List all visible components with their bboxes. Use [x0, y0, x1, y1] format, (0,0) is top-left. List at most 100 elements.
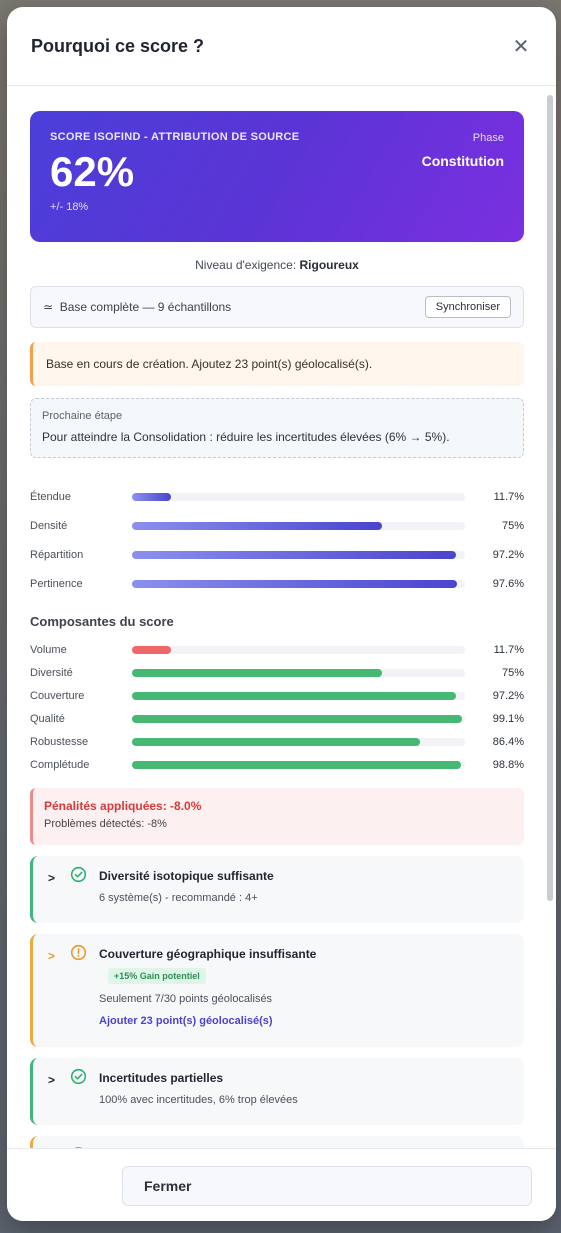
component-value: 11.7%: [493, 643, 524, 656]
metric-bar-track: [132, 492, 465, 501]
component-label: Robustesse: [30, 735, 89, 748]
components-list: Volume 11.7% Diversité 75% Couverture 97.2% Qu…: [30, 638, 524, 776]
issue-text: Seulement 7/30 points géolocalisés: [99, 993, 273, 1005]
requirement-level-value: Rigoureux: [299, 258, 359, 272]
modal-footer: Fermer: [7, 1148, 556, 1221]
penalty-box: Pénalités appliquées: -8.0% Problèmes dé…: [30, 788, 524, 845]
component-bar-track: [132, 668, 465, 677]
issue-text: 100% avec incertitudes, 6% trop élevées: [99, 1094, 298, 1106]
score-margin: +/- 18%: [50, 201, 89, 213]
close-icon[interactable]: ✕: [512, 35, 530, 58]
issue-card[interactable]: > Diversité isotopique suffisante 6 systèm…: [30, 856, 524, 923]
metric-value: 11.7%: [493, 490, 524, 503]
alert-circle-icon: [70, 1146, 87, 1148]
component-row: Volume 11.7%: [30, 638, 524, 661]
issues-list: > Diversité isotopique suffisante 6 systèm…: [30, 856, 524, 1148]
issue-card[interactable]: > Couverture géographique insuffisante +15…: [30, 934, 524, 1047]
metric-bar-track: [132, 579, 465, 588]
metric-value: 75%: [501, 519, 524, 532]
sync-box: ≃ Base complète — 9 échantillons Synchro…: [30, 286, 524, 328]
component-bar-fill: [132, 737, 420, 746]
metric-value: 97.2%: [492, 548, 524, 561]
component-label: Diversité: [30, 666, 73, 679]
check-circle-icon: [70, 866, 87, 883]
component-value: 86.4%: [492, 735, 524, 748]
issue-title: Incertitudes partielles: [99, 1071, 224, 1085]
metric-label: Pertinence: [30, 577, 83, 590]
metric-label: Densité: [30, 519, 68, 532]
next-step-title: Prochaine étape: [42, 410, 123, 422]
metric-label: Étendue: [30, 490, 71, 503]
component-bar-fill: [132, 691, 456, 700]
phase-value: Constitution: [421, 153, 504, 169]
scrollbar-thumb[interactable]: [547, 95, 553, 901]
component-bar-fill: [132, 760, 461, 769]
component-row: Robustesse 86.4%: [30, 730, 524, 753]
close-button[interactable]: Fermer: [122, 1166, 532, 1206]
metric-row: Pertinence 97.6%: [30, 569, 524, 598]
component-value: 75%: [501, 666, 524, 679]
next-step-box: Prochaine étape Pour atteindre la Consol…: [30, 398, 524, 458]
phase-block: Phase Constitution: [422, 132, 504, 169]
penalty-text: Problèmes détectés: -8%: [44, 818, 167, 830]
metrics-list: Étendue 11.7% Densité 75% Répartition 97.2% Pe…: [30, 482, 524, 598]
phase-label: Phase: [472, 132, 504, 144]
chevron-right-icon[interactable]: >: [48, 949, 56, 963]
component-label: Volume: [30, 643, 67, 656]
metric-row: Densité 75%: [30, 511, 524, 540]
component-bar-track: [132, 645, 465, 654]
chevron-right-icon[interactable]: >: [48, 871, 56, 885]
component-row: Diversité 75%: [30, 661, 524, 684]
component-bar-track: [132, 760, 465, 769]
component-bar-track: [132, 714, 465, 723]
components-title: Composantes du score: [30, 614, 174, 629]
component-row: Complétude 98.8%: [30, 753, 524, 776]
component-bar-track: [132, 737, 465, 746]
score-card: SCORE ISOFIND - ATTRIBUTION DE SOURCE 62…: [30, 111, 524, 242]
metric-bar-track: [132, 550, 465, 559]
penalty-title: Pénalités appliquées: -8.0%: [44, 799, 202, 813]
creation-warning: Base en cours de création. Ajoutez 23 po…: [30, 342, 524, 386]
metric-label: Répartition: [30, 548, 84, 561]
metric-bar-fill: [132, 492, 171, 501]
metric-row: Répartition 97.2%: [30, 540, 524, 569]
issue-text: 6 système(s) - recommandé : 4+: [99, 892, 258, 904]
next-step-text: Pour atteindre la Consolidation : réduir…: [42, 430, 450, 444]
metric-bar-fill: [132, 579, 457, 588]
issue-card[interactable]: >Aucun standard référencé+10% Gain poten…: [30, 1136, 524, 1148]
component-bar-fill: [132, 645, 171, 654]
sync-status-text: Base complète — 9 échantillons: [59, 300, 232, 314]
issue-card[interactable]: > Incertitudes partielles 100% avec incert…: [30, 1058, 524, 1125]
issue-action-link[interactable]: Ajouter 23 point(s) géolocalisé(s): [99, 1015, 273, 1027]
modal-header: Pourquoi ce score ? ✕: [7, 7, 556, 86]
component-value: 97.2%: [492, 689, 524, 702]
issue-title: Diversité isotopique suffisante: [99, 869, 274, 883]
component-label: Complétude: [30, 758, 90, 771]
score-explanation-modal: Pourquoi ce score ? ✕ SCORE ISOFIND - AT…: [7, 7, 556, 1221]
chevron-right-icon[interactable]: >: [48, 1073, 56, 1087]
metric-bar-fill: [132, 521, 382, 530]
modal-title: Pourquoi ce score ?: [31, 35, 205, 56]
component-label: Qualité: [30, 712, 65, 725]
requirement-level: Niveau d'exigence: Rigoureux: [30, 258, 524, 272]
component-value: 98.8%: [492, 758, 524, 771]
requirement-level-prefix: Niveau d'exigence:: [195, 258, 297, 272]
component-value: 99.1%: [492, 712, 524, 725]
component-row: Qualité 99.1%: [30, 707, 524, 730]
metric-bar-track: [132, 521, 465, 530]
issue-title: Couverture géographique insuffisante: [99, 947, 317, 961]
score-label: SCORE ISOFIND - ATTRIBUTION DE SOURCE: [50, 131, 300, 143]
check-circle-icon: [70, 1068, 87, 1085]
metric-bar-fill: [132, 550, 456, 559]
component-bar-fill: [132, 714, 462, 723]
metric-row: Étendue 11.7%: [30, 482, 524, 511]
metric-value: 97.6%: [492, 577, 524, 590]
modal-body[interactable]: SCORE ISOFIND - ATTRIBUTION DE SOURCE 62…: [7, 87, 556, 1148]
component-bar-track: [132, 691, 465, 700]
gain-badge: +15% Gain potentiel: [108, 968, 206, 984]
database-icon: ≃: [43, 300, 54, 314]
synchronize-button[interactable]: Synchroniser: [424, 296, 511, 318]
score-value: 62%: [50, 148, 135, 195]
sync-status: ≃ Base complète — 9 échantillons: [43, 300, 231, 314]
component-label: Couverture: [30, 689, 85, 702]
